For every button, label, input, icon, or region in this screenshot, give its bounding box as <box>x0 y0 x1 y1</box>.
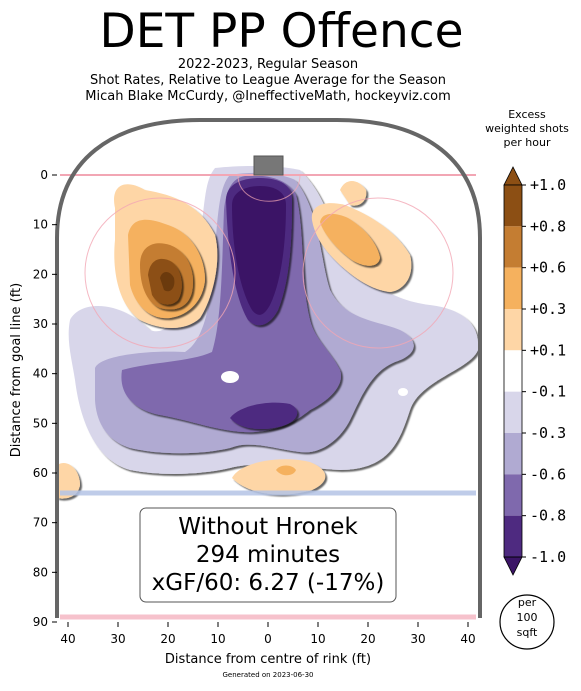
contour-pos-dot-right <box>374 267 382 273</box>
heatmap-contours <box>57 165 479 499</box>
faceoff-circle-right <box>302 197 454 349</box>
y-tick-label: 40 <box>33 367 48 381</box>
chart-title: DET PP Offence <box>99 4 464 59</box>
y-tick-label: 20 <box>33 267 48 281</box>
annotation-line-1: Without Hronek <box>178 514 358 540</box>
contour-pos-bottom-center <box>232 459 326 495</box>
colorbar-title-line-1: Excess <box>508 108 546 121</box>
colorbar-tick-label: +0.1 <box>530 341 566 359</box>
colorbar-title-line-2: weighted shots <box>485 122 569 135</box>
contour-hole <box>221 371 239 383</box>
subtitle-line-3: Micah Blake McCurdy, @IneffectiveMath, h… <box>85 89 451 104</box>
unit-line-2: 100 <box>517 611 538 624</box>
colorbar-tick-label: -0.1 <box>530 383 566 401</box>
annotation-box: Without Hronek 294 minutes xGF/60: 6.27 … <box>139 507 397 603</box>
y-tick-label: 70 <box>33 516 48 530</box>
x-tick-label: 10 <box>210 632 225 646</box>
colorbar-segment <box>504 350 522 392</box>
colorbar-tick-label: +0.6 <box>530 259 566 277</box>
contour-pos-core-left <box>160 272 175 292</box>
contour-pos-bottom-center-mid <box>276 465 296 476</box>
faceoff-circle-left <box>84 197 236 349</box>
unit-line-3: sqft <box>517 626 538 639</box>
colorbar-segment <box>504 391 522 433</box>
unit-badge: per 100 sqft <box>499 594 555 650</box>
subtitle-line-1: 2022-2023, Regular Season <box>177 57 359 72</box>
colorbar-segment <box>504 433 522 475</box>
y-tick-label: 90 <box>33 615 48 629</box>
contour-neg-spot <box>230 402 298 430</box>
contour-pos-top <box>340 181 367 206</box>
contour-neg-center <box>232 186 286 315</box>
colorbar-ticks: +1.0 +0.8 +0.6 +0.3 +0.1 -0.1 -0.3 -0.6 -0.8 -1.0 <box>522 176 566 566</box>
x-tick-label: 20 <box>360 632 375 646</box>
colorbar-tick-label: +0.8 <box>530 217 566 235</box>
goal-crease <box>237 174 301 202</box>
y-tick-label: 0 <box>40 168 48 182</box>
y-axis-label: Distance from goal line (ft) <box>9 283 24 457</box>
x-axis: 40 30 20 10 0 10 20 30 40 <box>60 622 476 646</box>
x-tick-label: 0 <box>264 632 272 646</box>
x-tick-label: 30 <box>110 632 125 646</box>
unit-line-1: per <box>518 596 537 609</box>
colorbar-tick-label: +0.3 <box>530 300 566 318</box>
annotation-line-2: 294 minutes <box>196 542 340 568</box>
colorbar-segment <box>504 309 522 351</box>
y-tick-label: 80 <box>33 565 48 579</box>
y-tick-label: 50 <box>33 416 48 430</box>
colorbar-segment <box>504 185 522 227</box>
colorbar-extend-top <box>503 166 523 186</box>
contour-hole-2 <box>398 388 408 396</box>
y-tick-label: 10 <box>33 218 48 232</box>
subtitle-line-2: Shot Rates, Relative to League Average f… <box>89 73 447 88</box>
colorbar-outline <box>503 184 523 558</box>
contour-pos-bottom-left <box>57 462 80 499</box>
y-axis: 0 10 20 30 40 50 60 70 80 90 <box>33 168 57 629</box>
colorbar-tick-label: +1.0 <box>530 176 566 194</box>
colorbar-title-line-3: per hour <box>503 136 551 149</box>
colorbar-tick-label: -1.0 <box>530 548 566 566</box>
x-tick-label: 20 <box>160 632 175 646</box>
colorbar-tick-label: -0.3 <box>530 424 566 442</box>
colorbar-segment <box>504 474 522 516</box>
colorbar <box>503 166 523 576</box>
colorbar-segment <box>504 226 522 268</box>
x-tick-label: 30 <box>410 632 425 646</box>
rink-boards <box>55 118 482 618</box>
x-tick-label: 40 <box>60 632 75 646</box>
footer-text: Generated on 2023-06-30 <box>222 671 314 679</box>
goal-net <box>253 155 284 176</box>
y-tick-label: 60 <box>33 466 48 480</box>
rink-markings <box>55 118 482 620</box>
contour-pos-mid-right <box>320 213 380 266</box>
x-tick-label: 10 <box>310 632 325 646</box>
x-tick-label: 40 <box>460 632 475 646</box>
annotation-line-3: xGF/60: 6.27 (-17%) <box>152 570 385 596</box>
colorbar-segment <box>504 267 522 309</box>
colorbar-tick-label: -0.8 <box>530 507 566 525</box>
x-axis-label: Distance from centre of rink (ft) <box>165 652 371 667</box>
colorbar-extend-bottom <box>503 556 523 576</box>
colorbar-tick-label: -0.6 <box>530 465 566 483</box>
y-tick-label: 30 <box>33 317 48 331</box>
colorbar-segment <box>504 515 522 557</box>
